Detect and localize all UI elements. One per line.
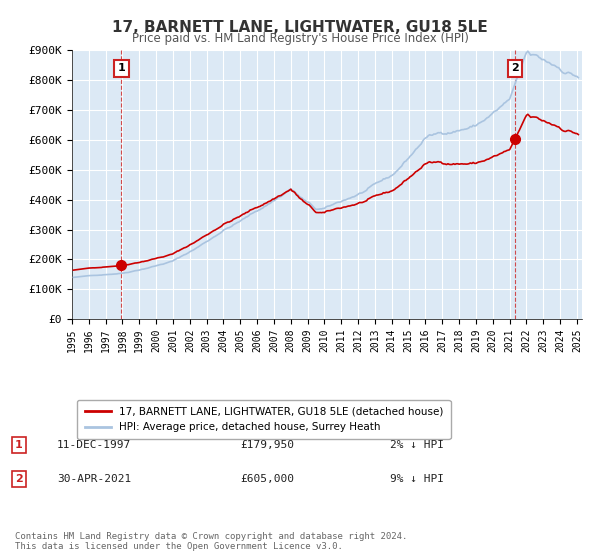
Text: Contains HM Land Registry data © Crown copyright and database right 2024.
This d: Contains HM Land Registry data © Crown c… bbox=[15, 532, 407, 552]
Text: £179,950: £179,950 bbox=[240, 440, 294, 450]
Text: 9% ↓ HPI: 9% ↓ HPI bbox=[390, 474, 444, 484]
Legend: 17, BARNETT LANE, LIGHTWATER, GU18 5LE (detached house), HPI: Average price, det: 17, BARNETT LANE, LIGHTWATER, GU18 5LE (… bbox=[77, 400, 451, 440]
Text: 2: 2 bbox=[511, 63, 519, 73]
Text: 17, BARNETT LANE, LIGHTWATER, GU18 5LE: 17, BARNETT LANE, LIGHTWATER, GU18 5LE bbox=[112, 20, 488, 35]
Text: 2% ↓ HPI: 2% ↓ HPI bbox=[390, 440, 444, 450]
Text: 30-APR-2021: 30-APR-2021 bbox=[57, 474, 131, 484]
Text: Price paid vs. HM Land Registry's House Price Index (HPI): Price paid vs. HM Land Registry's House … bbox=[131, 32, 469, 45]
Text: 11-DEC-1997: 11-DEC-1997 bbox=[57, 440, 131, 450]
Text: 1: 1 bbox=[15, 440, 23, 450]
Text: 2: 2 bbox=[15, 474, 23, 484]
Text: £605,000: £605,000 bbox=[240, 474, 294, 484]
Text: 1: 1 bbox=[118, 63, 125, 73]
